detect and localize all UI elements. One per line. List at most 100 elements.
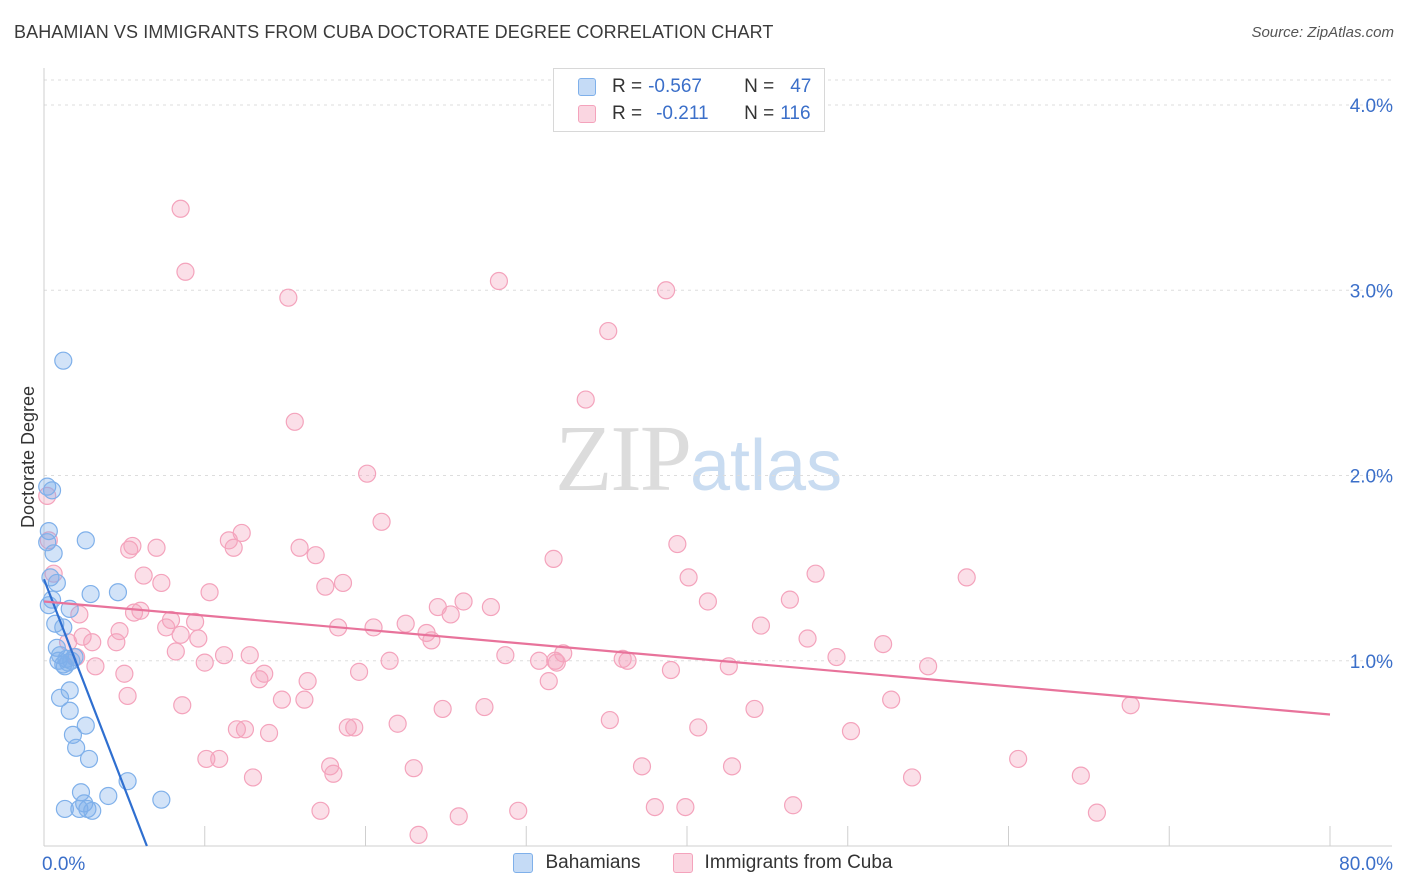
cuba-point: [1121, 696, 1140, 715]
cuba-point: [200, 583, 219, 602]
cuba-point: [243, 768, 263, 787]
bahamians-point: [38, 533, 57, 552]
cuba-point: [396, 614, 415, 633]
cuba-point: [530, 651, 549, 670]
cuba-point: [657, 281, 676, 300]
cuba-point: [509, 801, 528, 820]
bahamians-point: [81, 584, 100, 604]
cuba-point: [433, 699, 452, 719]
cuba-point: [295, 690, 314, 709]
cuba-point: [539, 672, 558, 691]
n-label: N =: [744, 76, 775, 97]
bahamians-point: [44, 544, 63, 563]
bahamians-point: [60, 701, 79, 720]
cuba-point: [475, 697, 494, 717]
cuba-point: [107, 633, 126, 652]
r-value: -0.211: [656, 103, 709, 124]
legend-row-cuba: R = -0.211 N = 116: [578, 102, 811, 126]
bahamians-point: [152, 790, 171, 809]
cuba-point: [874, 634, 893, 654]
cuba-point: [345, 718, 364, 737]
cuba-point: [676, 797, 695, 817]
cuba-point: [902, 768, 922, 787]
y-tick-label: 2.0%: [1350, 467, 1393, 488]
cuba-point: [827, 647, 846, 667]
series-legend: Bahamians Immigrants from Cuba: [0, 852, 1406, 874]
cuba-point: [255, 664, 274, 683]
bahamians-point: [76, 531, 95, 550]
bahamians-point: [54, 351, 73, 370]
cuba-point: [349, 662, 369, 681]
cuba-point: [195, 653, 214, 672]
bahamians-point: [76, 716, 95, 735]
cuba-trend-line: [43, 600, 1331, 716]
bahamians-point: [55, 657, 74, 676]
cuba-point: [210, 749, 229, 769]
y-tick-label: 4.0%: [1350, 96, 1393, 117]
cuba-point: [722, 757, 742, 776]
cuba-point: [1071, 766, 1090, 785]
cuba-point: [957, 568, 976, 587]
cuba-point: [599, 321, 618, 341]
watermark-zip: ZIP: [555, 407, 692, 511]
cuba-point: [689, 718, 708, 737]
cuba-point: [679, 568, 698, 587]
bahamians-point: [108, 583, 128, 602]
cuba-point: [161, 610, 181, 630]
cuba-point: [554, 644, 573, 663]
legend-swatch-cuba: [672, 853, 693, 873]
cuba-point: [632, 757, 652, 776]
cuba-point: [197, 749, 216, 769]
legend-swatch-cuba: [578, 105, 596, 123]
legend-label-bahamians: Bahamians: [545, 852, 641, 873]
cuba-point: [152, 573, 171, 593]
cuba-point: [189, 629, 208, 648]
cuba-point: [882, 690, 901, 709]
cuba-point: [783, 796, 803, 815]
cuba-point: [173, 696, 192, 715]
x-tick-label: 0.0%: [42, 854, 85, 875]
r-label: R =: [612, 76, 643, 97]
cuba-point: [751, 616, 771, 635]
legend-item-cuba[interactable]: Immigrants from Cuba: [672, 852, 893, 874]
cuba-point: [324, 764, 343, 783]
cuba-point: [449, 807, 468, 826]
bahamians-point: [67, 738, 86, 757]
cuba-point: [240, 646, 259, 665]
cuba-point: [618, 651, 637, 670]
legend-item-bahamians[interactable]: Bahamians: [513, 852, 641, 874]
cuba-point: [120, 540, 139, 559]
watermark-atlas: atlas: [690, 426, 843, 506]
cuba-point: [333, 573, 353, 593]
cuba-point: [698, 592, 717, 611]
cuba-point: [86, 657, 105, 676]
cuba-point: [547, 653, 566, 672]
chart-title: BAHAMIAN VS IMMIGRANTS FROM CUBA DOCTORA…: [14, 22, 774, 42]
bahamians-point: [79, 749, 99, 769]
cuba-point: [214, 646, 234, 665]
cuba-point: [316, 577, 335, 596]
bahamians-point: [60, 681, 79, 700]
cuba-point: [298, 672, 317, 691]
cuba-point: [134, 566, 153, 585]
cuba-point: [1087, 803, 1107, 822]
source-label: Source: ZipAtlas.com: [1251, 24, 1394, 41]
cuba-point: [919, 657, 938, 676]
cuba-point: [1009, 749, 1028, 769]
cuba-point: [235, 720, 255, 739]
watermark: ZIPatlas: [555, 405, 842, 513]
legend-swatch-bahamians: [513, 853, 534, 873]
cuba-point: [224, 538, 243, 557]
cuba-point: [600, 710, 619, 730]
cuba-point: [489, 271, 509, 291]
cuba-point: [166, 642, 185, 661]
cuba-point: [232, 523, 251, 543]
cuba-point: [338, 718, 357, 737]
y-tick-label: 3.0%: [1350, 281, 1393, 302]
cuba-point: [404, 759, 423, 778]
cuba-point: [306, 546, 325, 565]
cuba-point: [645, 797, 664, 817]
r-value: -0.567: [648, 76, 702, 97]
cuba-point: [285, 412, 304, 431]
